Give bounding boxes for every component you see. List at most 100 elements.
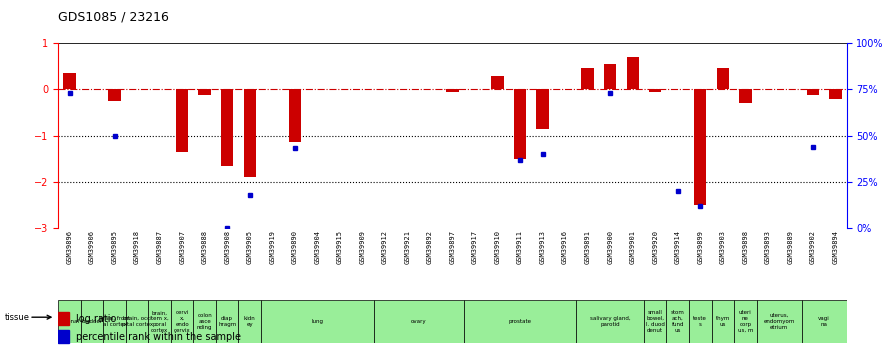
Text: GSM39915: GSM39915 <box>337 230 343 264</box>
Text: teste
s: teste s <box>694 316 707 327</box>
Text: GSM39908: GSM39908 <box>224 230 230 264</box>
Text: GSM39889: GSM39889 <box>788 230 793 264</box>
Bar <box>830 89 841 99</box>
Text: GSM39900: GSM39900 <box>607 230 613 264</box>
Bar <box>756 300 802 343</box>
Bar <box>244 89 256 177</box>
Bar <box>649 89 661 91</box>
Text: colon
asce
nding: colon asce nding <box>197 313 212 330</box>
Text: lung: lung <box>311 319 323 324</box>
Text: GSM39910: GSM39910 <box>495 230 501 264</box>
Bar <box>125 300 149 343</box>
Bar <box>667 300 689 343</box>
Bar <box>199 89 211 95</box>
Text: bladder: bladder <box>82 319 103 324</box>
Bar <box>491 76 504 89</box>
Text: GSM39898: GSM39898 <box>743 230 748 264</box>
Text: tissue: tissue <box>4 313 30 322</box>
Text: GSM39903: GSM39903 <box>719 230 726 264</box>
Text: salivary gland,
parotid: salivary gland, parotid <box>590 316 631 327</box>
Text: GSM39917: GSM39917 <box>472 230 478 264</box>
Text: GSM39905: GSM39905 <box>246 230 253 264</box>
Text: brain,
tem x,
poral
cortex: brain, tem x, poral cortex <box>151 310 168 333</box>
Text: GSM39896: GSM39896 <box>66 230 73 264</box>
Text: GSM39897: GSM39897 <box>450 230 455 264</box>
Bar <box>689 300 711 343</box>
Bar <box>717 68 729 89</box>
Bar <box>58 329 70 343</box>
Bar <box>238 300 261 343</box>
Bar <box>694 89 706 205</box>
Text: brain, occi
pital cortex: brain, occi pital cortex <box>122 316 152 327</box>
Bar <box>734 300 756 343</box>
Text: GSM39918: GSM39918 <box>134 230 140 264</box>
Text: GSM39894: GSM39894 <box>832 230 839 264</box>
Text: uterus,
endomyom
etrium: uterus, endomyom etrium <box>763 313 795 330</box>
Text: small
bowel,
l. duod
denut: small bowel, l. duod denut <box>646 310 665 333</box>
Text: GSM39909: GSM39909 <box>359 230 366 264</box>
Bar <box>806 89 819 95</box>
Text: GSM39888: GSM39888 <box>202 230 208 264</box>
Text: brain, front
al cortex: brain, front al cortex <box>99 316 130 327</box>
Bar <box>644 300 667 343</box>
Bar <box>604 64 616 89</box>
Text: GSM39893: GSM39893 <box>765 230 771 264</box>
Bar <box>58 312 70 325</box>
Bar <box>103 300 125 343</box>
Text: GSM39904: GSM39904 <box>314 230 320 264</box>
Bar <box>108 89 121 101</box>
Text: diap
hragm: diap hragm <box>218 316 237 327</box>
Text: GSM39891: GSM39891 <box>585 230 590 264</box>
Text: GSM39901: GSM39901 <box>630 230 635 264</box>
Bar <box>626 57 639 89</box>
Text: ovary: ovary <box>411 319 426 324</box>
Text: stom
ach,
fund
us: stom ach, fund us <box>671 310 685 333</box>
Bar <box>194 300 216 343</box>
Bar <box>289 89 301 142</box>
Bar <box>216 300 238 343</box>
Bar <box>58 300 81 343</box>
Bar <box>582 68 594 89</box>
Bar <box>261 300 374 343</box>
Text: thym
us: thym us <box>716 316 730 327</box>
Text: GSM39912: GSM39912 <box>382 230 388 264</box>
Bar <box>802 300 847 343</box>
Bar <box>576 300 644 343</box>
Text: GSM39914: GSM39914 <box>675 230 681 264</box>
Text: GDS1085 / 23216: GDS1085 / 23216 <box>58 10 169 23</box>
Text: GSM39907: GSM39907 <box>179 230 185 264</box>
Text: vagi
na: vagi na <box>818 316 830 327</box>
Bar <box>81 300 103 343</box>
Bar <box>446 89 459 91</box>
Text: kidn
ey: kidn ey <box>244 316 255 327</box>
Text: GSM39920: GSM39920 <box>652 230 659 264</box>
Text: GSM39895: GSM39895 <box>112 230 117 264</box>
Bar <box>514 89 526 159</box>
Bar <box>149 300 171 343</box>
Text: GSM39887: GSM39887 <box>157 230 162 264</box>
Text: GSM39921: GSM39921 <box>404 230 410 264</box>
Bar <box>171 300 194 343</box>
Text: cervi
x,
endo
cervix: cervi x, endo cervix <box>174 310 191 333</box>
Text: log ratio: log ratio <box>76 314 116 324</box>
Text: GSM39916: GSM39916 <box>562 230 568 264</box>
Text: percentile rank within the sample: percentile rank within the sample <box>76 332 241 342</box>
Text: adrenal: adrenal <box>59 319 80 324</box>
Bar <box>374 300 464 343</box>
Bar <box>464 300 576 343</box>
Text: uteri
ne
corp
us, m: uteri ne corp us, m <box>737 310 753 333</box>
Text: GSM39899: GSM39899 <box>697 230 703 264</box>
Bar <box>176 89 188 152</box>
Text: prostate: prostate <box>509 319 531 324</box>
Bar <box>711 300 734 343</box>
Text: GSM39892: GSM39892 <box>427 230 433 264</box>
Text: GSM39906: GSM39906 <box>89 230 95 264</box>
Bar <box>739 89 752 103</box>
Text: GSM39913: GSM39913 <box>539 230 546 264</box>
Text: GSM39902: GSM39902 <box>810 230 816 264</box>
Bar <box>64 73 75 89</box>
Bar <box>221 89 233 166</box>
Bar <box>537 89 548 129</box>
Text: GSM39911: GSM39911 <box>517 230 523 264</box>
Text: GSM39919: GSM39919 <box>270 230 275 264</box>
